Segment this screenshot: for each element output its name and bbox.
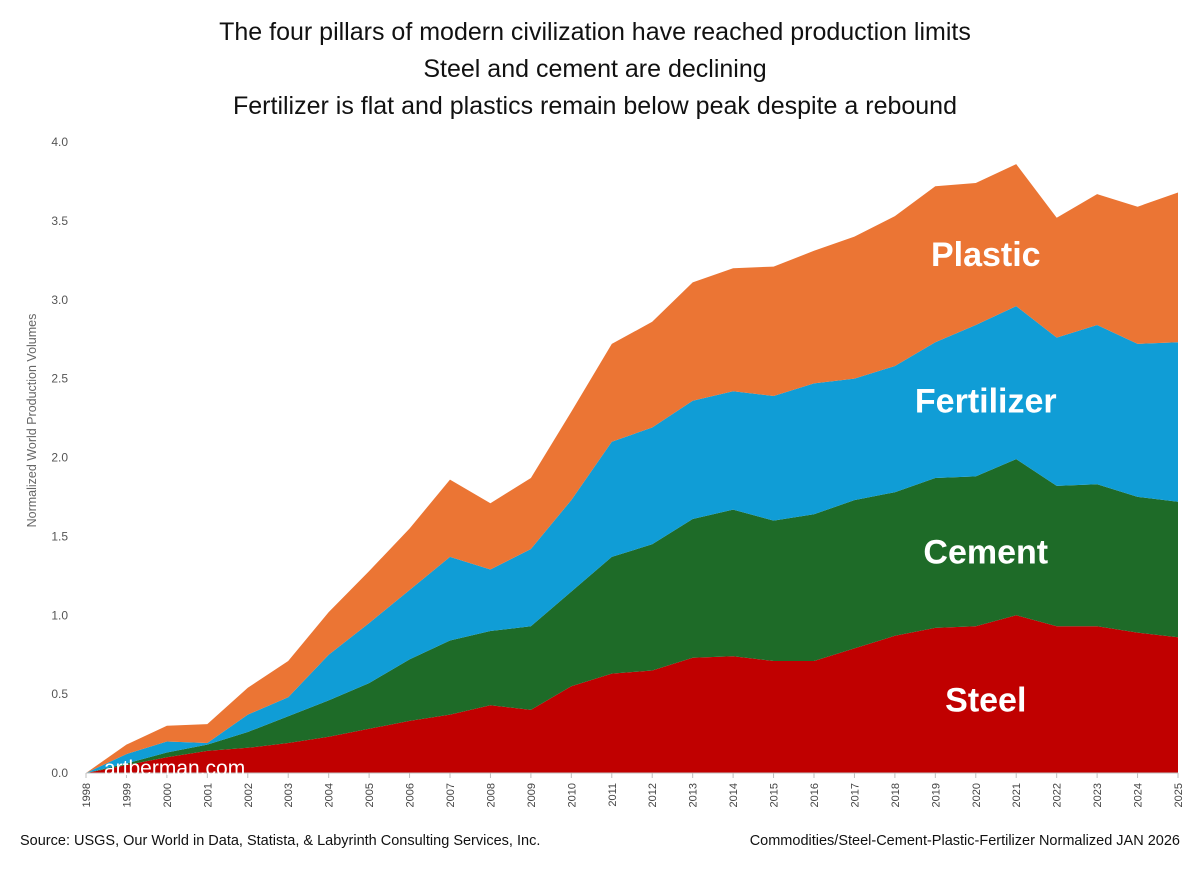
y-tick-label: 0.5 [51,687,68,701]
area-fertilizer [86,306,1178,773]
x-tick-label: 2021 [1011,783,1023,807]
area-label-cement: Cement [923,533,1048,571]
x-tick-label: 2007 [445,783,457,807]
x-tick-label: 2018 [890,783,902,807]
title-line-2: Steel and cement are declining [423,55,767,83]
x-tick-label: 2011 [607,783,619,807]
title-line-3: Fertilizer is flat and plastics remain b… [233,92,957,120]
area-label-plastic: Plastic [931,236,1041,274]
area-labels: Steel Cement Fertilizer Plastic [915,236,1057,720]
y-tick-label: 2.5 [51,372,68,386]
x-tick-label: 2025 [1173,783,1185,807]
x-tick-label: 2022 [1052,783,1064,807]
x-tick-label: 1999 [121,783,133,807]
area-layers [86,164,1178,774]
x-tick-label: 2023 [1092,783,1104,807]
source-note: Source: USGS, Our World in Data, Statist… [20,833,541,849]
x-tick-label: 2002 [243,783,255,807]
x-tick-label: 2014 [728,783,740,807]
area-cement [86,459,1178,773]
x-tick-label: 2019 [930,783,942,807]
x-tick-label: 2024 [1133,783,1145,807]
x-tick-label: 2010 [566,783,578,807]
x-tick-label: 2006 [405,783,417,807]
y-tick-label: 1.5 [51,529,68,543]
dataset-note: Commodities/Steel-Cement-Plastic-Fertili… [749,833,1180,849]
y-tick-label: 0.0 [51,766,68,780]
y-tick-label: 1.0 [51,608,68,622]
x-tick-label: 1998 [81,783,93,807]
x-tick-label: 2008 [485,783,497,807]
x-tick-label: 2000 [162,783,174,807]
x-tick-label: 2013 [688,783,700,807]
x-tick-label: 2012 [647,783,659,807]
x-tick-label: 2017 [849,783,861,807]
area-label-fertilizer: Fertilizer [915,383,1057,421]
y-tick-label: 3.5 [51,214,68,228]
x-tick-label: 2004 [324,783,336,807]
y-axis-title: Normalized World Production Volumes [25,314,39,528]
y-tick-label: 4.0 [51,135,68,149]
axes: 0.0 0.5 1.0 1.5 2.0 2.5 3.0 3.5 4.0 1998 1999 2000 2… [25,135,1185,807]
x-tick-label: 2001 [202,783,214,807]
chart-titles: The four pillars of modern civilization … [0,14,1190,125]
x-tick-label: 2003 [283,783,295,807]
y-tick-label: 2.0 [51,451,68,465]
area-label-steel: Steel [945,682,1026,720]
x-tick-label: 2020 [971,783,983,807]
x-tick-label: 2005 [364,783,376,807]
x-tick-label: 2015 [769,783,781,807]
title-line-1: The four pillars of modern civilization … [219,18,971,46]
x-tick-label: 2016 [809,783,821,807]
x-tick-label: 2009 [526,783,538,807]
area-steel [86,615,1178,773]
area-plastic [86,164,1178,774]
y-tick-label: 3.0 [51,293,68,307]
watermark: artberman.com [104,757,245,780]
